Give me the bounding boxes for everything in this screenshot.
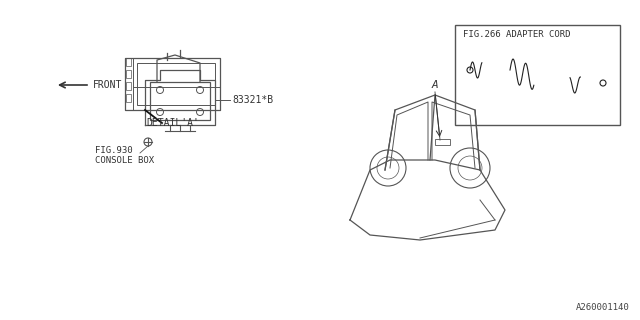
Text: A260001140: A260001140 <box>576 303 630 312</box>
Text: FRONT: FRONT <box>93 80 122 90</box>
Text: FIG.930
CONSOLE BOX: FIG.930 CONSOLE BOX <box>95 146 154 165</box>
Bar <box>126 94 131 102</box>
Bar <box>125 58 220 110</box>
Bar <box>150 82 210 120</box>
Bar <box>126 82 131 90</box>
Text: FIG.266 ADAPTER CORD: FIG.266 ADAPTER CORD <box>463 30 570 39</box>
Bar <box>455 25 620 125</box>
Bar <box>435 139 450 145</box>
Bar <box>137 63 215 105</box>
Text: A: A <box>431 80 438 90</box>
Bar <box>126 70 131 78</box>
Text: DETAIL'A': DETAIL'A' <box>146 118 199 128</box>
Text: 83321*B: 83321*B <box>232 95 273 105</box>
Bar <box>126 58 131 66</box>
